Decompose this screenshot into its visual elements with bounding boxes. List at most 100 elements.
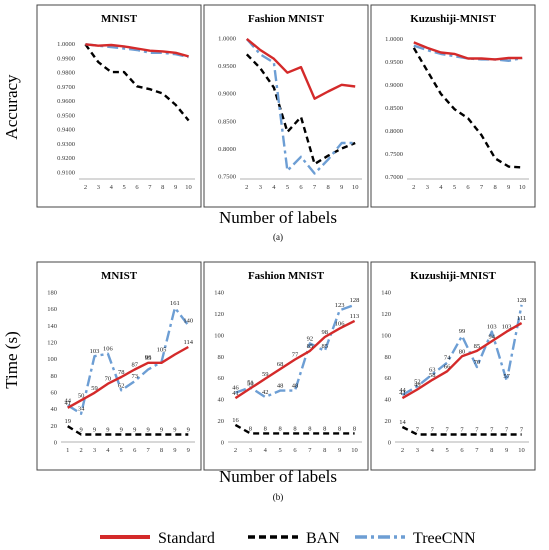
data-label: 114	[184, 339, 194, 346]
data-label: 103	[90, 348, 100, 355]
data-label: 123	[335, 302, 345, 309]
data-label: 14	[399, 419, 406, 426]
series-line-treecnn	[245, 38, 356, 175]
x-tick-label: 8	[160, 447, 163, 454]
bottom-caption: (b)	[273, 492, 284, 502]
series-line-standard	[85, 43, 189, 58]
data-label: 48	[292, 383, 299, 390]
y-tick-label: 0.9700	[57, 84, 75, 91]
y-tick-label: 120	[47, 340, 57, 347]
legend-ban-label: BAN	[306, 530, 340, 547]
data-label: 9	[133, 427, 136, 434]
data-label: 70	[474, 359, 481, 366]
y-tick-label: 100	[47, 356, 57, 363]
chart-panels: MNIST 0.9100 0.9200 0.9300 0.9400 0.9500 0.960…	[36, 4, 536, 471]
data-label: 9	[187, 427, 190, 434]
data-label: 9	[106, 427, 109, 434]
panel-frame	[36, 261, 202, 471]
data-label: 59	[91, 385, 98, 392]
series-line-standard	[67, 345, 189, 409]
data-label: 8	[293, 425, 296, 432]
data-label: 111	[517, 315, 526, 322]
series-line-treecnn	[413, 44, 523, 62]
data-label: 103	[487, 324, 497, 331]
y-tick-label: 20	[218, 418, 225, 425]
x-tick-label: 10	[351, 447, 358, 454]
x-tick-label: 5	[445, 447, 448, 454]
data-label: 77	[292, 352, 299, 359]
data-label: 8	[353, 425, 356, 432]
y-tick-label: 0.7500	[218, 174, 236, 181]
series-line-ban	[245, 53, 356, 166]
x-tick-label: 7	[475, 447, 479, 454]
data-label: 8	[264, 425, 267, 432]
chart-panel-1: MNIST 0.9100 0.9200 0.9300 0.9400 0.9500 0.960…	[36, 4, 202, 208]
x-tick-label: 6	[460, 447, 464, 454]
x-tick-label: 4	[110, 184, 114, 191]
x-tick-label: 3	[426, 184, 429, 191]
data-label: 128	[517, 297, 527, 304]
bottom-x-axis-label: Number of labels	[219, 467, 337, 486]
data-label: 7	[490, 427, 494, 434]
panel-title: MNIST	[101, 270, 138, 282]
y-tick-label: 140	[381, 290, 391, 297]
series-line-standard	[401, 322, 523, 400]
y-tick-label: 0.9400	[57, 127, 75, 134]
data-label: 80	[459, 348, 466, 355]
x-tick-label: 4	[439, 184, 443, 191]
y-tick-label: 180	[47, 290, 57, 297]
y-tick-label: 1.0000	[57, 41, 75, 48]
data-label: 41	[399, 390, 406, 397]
x-tick-label: 5	[286, 184, 289, 191]
x-tick-label: 1	[66, 447, 69, 454]
x-tick-label: 9	[507, 184, 510, 191]
y-tick-label: 80	[385, 354, 392, 361]
data-label: 98	[322, 329, 329, 336]
x-tick-label: 9	[174, 184, 177, 191]
data-label: 42	[262, 389, 269, 396]
data-label: 105	[157, 347, 167, 354]
series-line-treecnn	[401, 304, 523, 396]
y-tick-label: 1.0000	[218, 35, 236, 42]
data-label: 7	[416, 427, 420, 434]
series-line-ban	[67, 425, 189, 436]
y-tick-label: 20	[51, 423, 58, 430]
y-tick-label: 0.9900	[57, 55, 75, 62]
data-label: 41	[232, 390, 239, 397]
y-tick-label: 0.9500	[57, 112, 75, 119]
y-tick-label: 0	[388, 440, 391, 447]
data-label: 50	[78, 392, 85, 399]
data-label: 8	[249, 425, 252, 432]
series-line-treecnn	[67, 306, 190, 415]
data-label: 99	[459, 328, 466, 335]
data-label: 96	[145, 354, 152, 361]
x-tick-label: 6	[293, 447, 297, 454]
x-tick-label: 5	[120, 447, 123, 454]
data-label: 7	[475, 427, 479, 434]
x-tick-label: 5	[278, 447, 281, 454]
y-tick-label: 0.9300	[57, 141, 75, 148]
x-tick-label: 7	[308, 447, 312, 454]
series-line-ban	[401, 425, 522, 436]
x-tick-label: 9	[340, 184, 343, 191]
x-tick-label: 3	[97, 184, 100, 191]
data-label: 94	[489, 333, 496, 340]
x-tick-label: 7	[480, 184, 484, 191]
y-tick-label: 0.7500	[385, 151, 403, 158]
x-tick-label: 8	[323, 447, 326, 454]
x-tick-label: 5	[453, 184, 456, 191]
data-label: 48	[277, 383, 284, 390]
y-tick-label: 0.9500	[218, 63, 236, 70]
data-label: 8	[338, 425, 341, 432]
chart-panel-6: Kuzushiji-MNIST 0 20 40 60 80 100 120 140 2 3 4 5 6 7 8…	[370, 261, 536, 471]
data-label: 78	[118, 369, 125, 376]
x-tick-label: 7	[313, 184, 317, 191]
x-tick-label: 4	[106, 447, 110, 454]
series-line-ban	[234, 423, 355, 435]
data-label: 9	[173, 427, 176, 434]
y-tick-label: 40	[385, 397, 392, 404]
x-tick-label: 4	[264, 447, 268, 454]
data-label: 46	[232, 385, 239, 392]
panel-title: Fashion MNIST	[248, 270, 325, 282]
data-label: 106	[103, 346, 114, 353]
